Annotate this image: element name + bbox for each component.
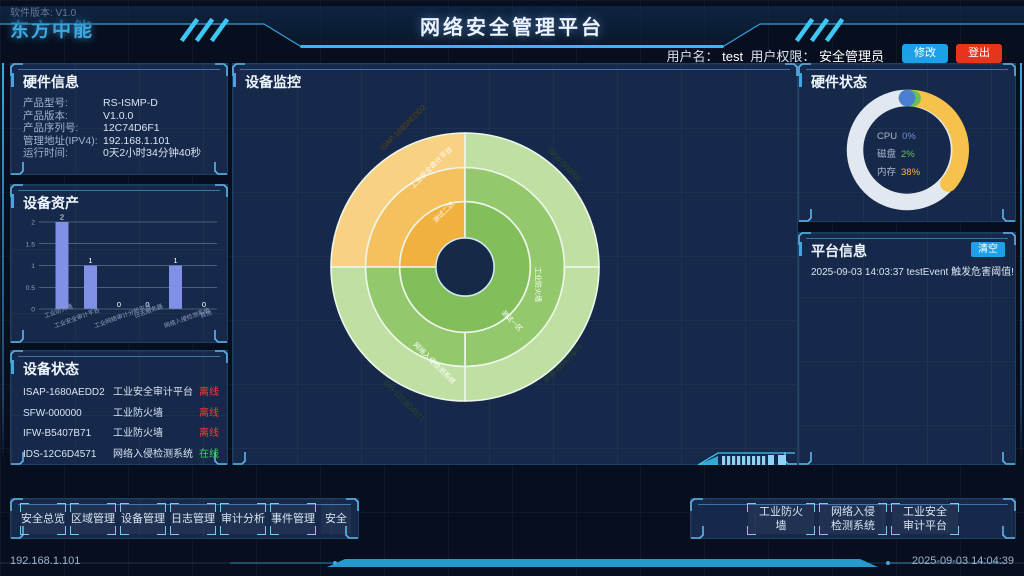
svg-text:0: 0 [117,300,121,309]
svg-text:1: 1 [173,256,177,265]
svg-text:2: 2 [31,220,35,227]
svg-text:0: 0 [202,300,206,309]
svg-text:工业防火墙: 工业防火墙 [534,267,543,302]
svg-text:0.5: 0.5 [26,285,36,292]
svg-text:1: 1 [88,256,92,265]
svg-text:1: 1 [31,263,35,270]
svg-text:磁盘2%: 磁盘 2% [877,148,915,160]
svg-text:2: 2 [60,213,64,222]
svg-text:0: 0 [31,307,35,314]
svg-text:1.5: 1.5 [26,241,36,248]
